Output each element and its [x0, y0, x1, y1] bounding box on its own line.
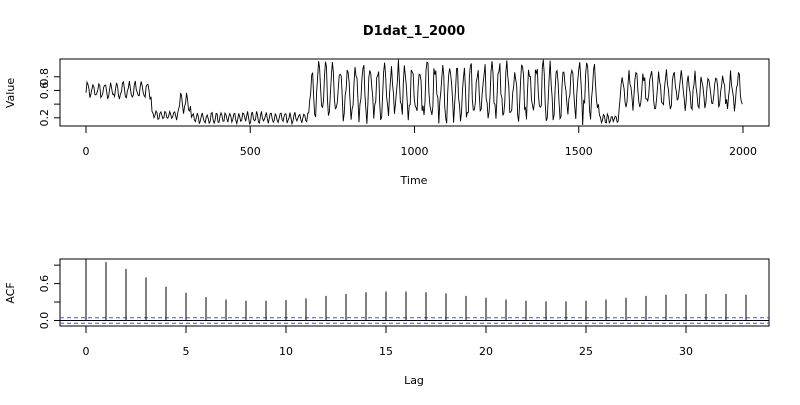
time-series-x-axis: 0 500 1000 1500 2000 — [83, 125, 757, 158]
acf-x-label: Lag — [404, 374, 424, 387]
acf-y-label: ACF — [4, 282, 17, 303]
time-series-x-tick-label: 0 — [83, 145, 90, 158]
time-series-y-axis: 0.2 0.60.8 — [38, 68, 61, 127]
acf-x-tick-label: 20 — [479, 345, 493, 358]
acf-y-axis: 0.0 0.6 — [38, 264, 61, 330]
time-series-x-tick-label: 1000 — [401, 145, 429, 158]
time-series-x-tick-label: 500 — [240, 145, 261, 158]
chart-title: D1dat_1_2000 — [363, 24, 465, 39]
time-series-x-label: Time — [400, 174, 428, 187]
time-series-x-tick-label: 1500 — [565, 145, 593, 158]
acf-x-tick-label: 0 — [83, 345, 90, 358]
time-series-x-tick-label: 2000 — [729, 145, 757, 158]
acf-x-tick-label: 5 — [183, 345, 190, 358]
acf-x-tick-label: 25 — [579, 345, 593, 358]
time-series-y-label: Value — [4, 78, 17, 108]
time-series-plot-area — [85, 59, 743, 126]
acf-x-tick-label: 30 — [679, 345, 693, 358]
acf-x-tick-label: 15 — [379, 345, 393, 358]
acf-y-tick-label: 0.6 — [38, 275, 51, 293]
time-series-y-tick-label: 0.6 — [38, 82, 51, 100]
time-series-y-tick-label: 0.8 — [38, 68, 51, 86]
acf-x-axis: 0 5 10 15 20 25 30 — [83, 325, 693, 358]
acf-x-tick-label: 10 — [279, 345, 293, 358]
time-series-line — [85, 59, 743, 126]
acf-plot-area — [60, 259, 769, 324]
acf-y-tick-label: 0.0 — [38, 312, 51, 330]
time-series-y-tick-label: 0.2 — [38, 109, 51, 127]
